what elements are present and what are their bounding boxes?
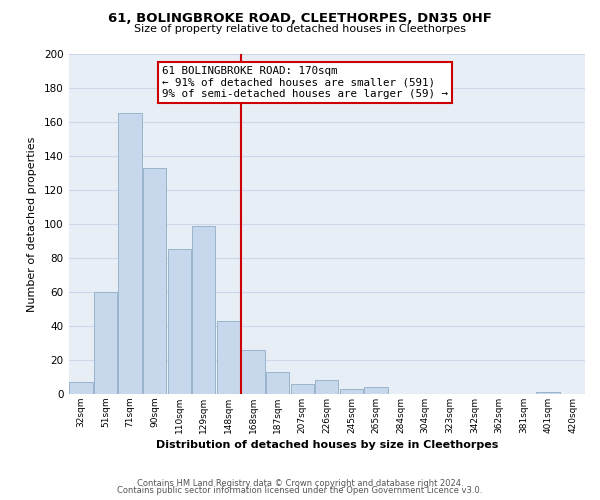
Bar	[315, 380, 338, 394]
Text: 61 BOLINGBROKE ROAD: 170sqm
← 91% of detached houses are smaller (591)
9% of sem: 61 BOLINGBROKE ROAD: 170sqm ← 91% of det…	[162, 66, 448, 99]
Bar	[266, 372, 289, 394]
Bar	[167, 250, 191, 394]
Bar	[118, 114, 142, 394]
Bar	[192, 226, 215, 394]
Bar	[340, 389, 363, 394]
Bar	[143, 168, 166, 394]
Bar	[217, 321, 240, 394]
Bar	[364, 387, 388, 394]
Text: 61, BOLINGBROKE ROAD, CLEETHORPES, DN35 0HF: 61, BOLINGBROKE ROAD, CLEETHORPES, DN35 …	[108, 12, 492, 26]
Bar	[290, 384, 314, 394]
Bar	[69, 382, 92, 394]
Y-axis label: Number of detached properties: Number of detached properties	[27, 136, 37, 312]
Text: Contains HM Land Registry data © Crown copyright and database right 2024.: Contains HM Land Registry data © Crown c…	[137, 478, 463, 488]
Bar	[94, 292, 117, 394]
Bar	[536, 392, 560, 394]
Bar	[241, 350, 265, 394]
X-axis label: Distribution of detached houses by size in Cleethorpes: Distribution of detached houses by size …	[155, 440, 498, 450]
Text: Size of property relative to detached houses in Cleethorpes: Size of property relative to detached ho…	[134, 24, 466, 34]
Text: Contains public sector information licensed under the Open Government Licence v3: Contains public sector information licen…	[118, 486, 482, 495]
